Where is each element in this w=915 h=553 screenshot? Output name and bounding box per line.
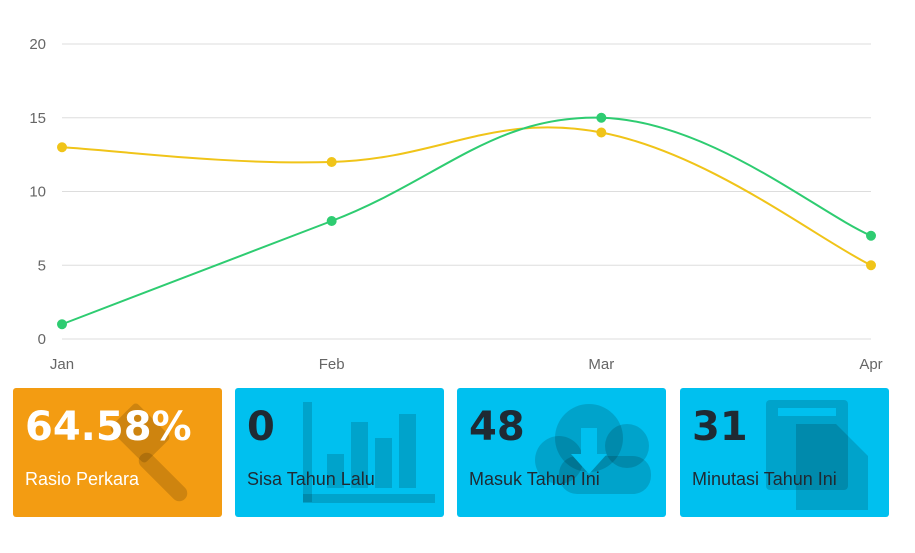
card-value: 31 <box>692 404 748 450</box>
card-value: 0 <box>247 404 275 450</box>
card-label: Rasio Perkara <box>25 469 140 489</box>
stat-cards: 64.58% Rasio Perkara 0 Sisa Tahun Lalu <box>13 388 890 517</box>
x-tick-label: Feb <box>319 356 345 373</box>
data-point[interactable] <box>57 319 67 330</box>
card-label: Masuk Tahun Ini <box>469 469 600 489</box>
data-point[interactable] <box>326 216 337 226</box>
copy-document-icon <box>766 400 868 510</box>
gavel-icon <box>110 403 188 502</box>
x-axis-ticks: Jan Feb Mar Apr <box>50 356 883 373</box>
line-chart: 0 5 10 15 20 Jan Feb Mar Apr <box>29 36 883 373</box>
y-axis-ticks: 0 5 10 15 20 <box>29 36 46 348</box>
card-value: 64.58% <box>25 404 192 450</box>
series-line-1 <box>61 116 872 326</box>
data-point[interactable] <box>596 127 607 138</box>
series-lines <box>61 116 872 326</box>
bar-chart-icon <box>303 402 435 503</box>
data-point[interactable] <box>596 112 607 123</box>
y-tick-label: 5 <box>38 257 46 274</box>
data-point[interactable] <box>866 260 876 271</box>
y-tick-label: 0 <box>38 331 46 348</box>
y-tick-label: 10 <box>29 184 46 201</box>
series-line-0 <box>61 126 872 267</box>
card-rasio-perkara[interactable]: 64.58% Rasio Perkara <box>13 388 222 517</box>
data-point[interactable] <box>866 230 876 241</box>
card-minutasi-tahun-ini[interactable]: 31 Minutasi Tahun Ini <box>680 388 889 517</box>
data-point[interactable] <box>57 142 67 153</box>
x-tick-label: Mar <box>588 356 614 373</box>
card-label: Sisa Tahun Lalu <box>247 469 375 489</box>
cloud-download-icon <box>535 404 651 494</box>
x-tick-label: Jan <box>50 356 74 373</box>
y-tick-label: 15 <box>29 110 46 127</box>
card-value: 48 <box>469 404 525 450</box>
card-masuk-tahun-ini[interactable]: 48 Masuk Tahun Ini <box>457 388 666 517</box>
gridlines <box>62 43 871 340</box>
series-points <box>57 112 876 330</box>
card-sisa-tahun-lalu[interactable]: 0 Sisa Tahun Lalu <box>235 388 444 517</box>
y-tick-label: 20 <box>29 36 46 53</box>
card-label: Minutasi Tahun Ini <box>692 469 837 489</box>
x-tick-label: Apr <box>859 356 882 373</box>
data-point[interactable] <box>326 157 337 167</box>
